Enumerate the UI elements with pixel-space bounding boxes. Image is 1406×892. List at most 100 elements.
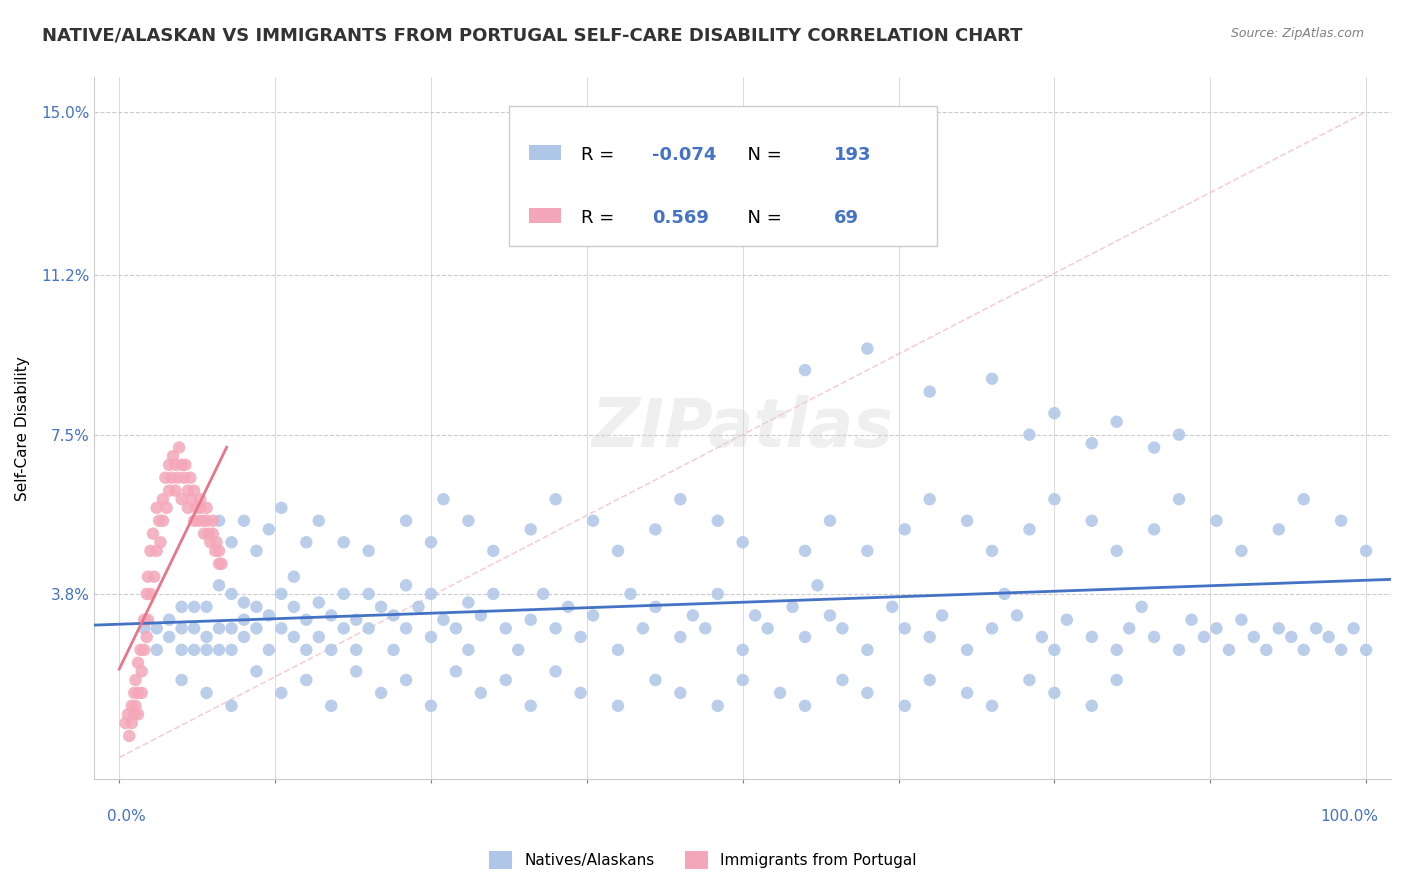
- Point: [295, 613, 318, 627]
- Point: [245, 599, 267, 614]
- Point: [731, 535, 754, 549]
- Point: [669, 492, 692, 507]
- Point: [165, 458, 187, 472]
- Point: [200, 535, 222, 549]
- Text: R =: R =: [581, 209, 620, 227]
- Text: Source: ZipAtlas.com: Source: ZipAtlas.com: [1230, 27, 1364, 40]
- Point: [195, 686, 218, 700]
- Point: [457, 595, 479, 609]
- Point: [121, 716, 143, 731]
- Point: [124, 698, 146, 713]
- Point: [257, 522, 280, 536]
- Point: [619, 587, 641, 601]
- Point: [856, 544, 879, 558]
- Point: [208, 578, 231, 592]
- Point: [370, 686, 392, 700]
- Point: [162, 449, 184, 463]
- Point: [332, 587, 354, 601]
- Point: [121, 698, 143, 713]
- Point: [794, 630, 817, 644]
- Point: [420, 630, 443, 644]
- Point: [444, 621, 467, 635]
- Point: [794, 544, 817, 558]
- Point: [918, 673, 941, 687]
- Point: [1105, 643, 1128, 657]
- Point: [856, 686, 879, 700]
- Point: [295, 673, 318, 687]
- Point: [142, 526, 165, 541]
- Point: [769, 686, 792, 700]
- Point: [420, 698, 443, 713]
- Point: [321, 643, 343, 657]
- Point: [1018, 522, 1040, 536]
- Point: [270, 587, 292, 601]
- Point: [1105, 673, 1128, 687]
- Point: [221, 621, 243, 635]
- Point: [1031, 630, 1053, 644]
- Point: [177, 500, 200, 515]
- Point: [117, 707, 139, 722]
- Point: [233, 613, 256, 627]
- Point: [956, 643, 979, 657]
- Point: [569, 686, 592, 700]
- Point: [149, 535, 172, 549]
- Point: [420, 587, 443, 601]
- Point: [173, 471, 195, 485]
- Point: [782, 599, 804, 614]
- Point: [180, 492, 202, 507]
- Text: N =: N =: [737, 145, 787, 163]
- Point: [918, 630, 941, 644]
- Point: [136, 570, 159, 584]
- Point: [157, 613, 180, 627]
- Text: ZIPatlas: ZIPatlas: [592, 395, 894, 461]
- Point: [233, 514, 256, 528]
- Point: [1081, 514, 1104, 528]
- Point: [432, 492, 454, 507]
- Point: [183, 483, 205, 498]
- Point: [145, 643, 167, 657]
- Point: [806, 578, 828, 592]
- Point: [195, 599, 218, 614]
- Point: [1180, 613, 1202, 627]
- Point: [382, 643, 405, 657]
- Point: [295, 535, 318, 549]
- Point: [357, 621, 380, 635]
- Point: [245, 621, 267, 635]
- Point: [165, 483, 187, 498]
- Point: [195, 643, 218, 657]
- Point: [631, 621, 654, 635]
- Point: [993, 587, 1015, 601]
- Text: R =: R =: [581, 145, 620, 163]
- Point: [1081, 630, 1104, 644]
- Point: [644, 673, 666, 687]
- Point: [1268, 522, 1291, 536]
- Point: [186, 500, 208, 515]
- Point: [1043, 406, 1066, 420]
- Point: [124, 673, 146, 687]
- Point: [931, 608, 953, 623]
- Point: [981, 372, 1004, 386]
- Point: [201, 514, 224, 528]
- Point: [382, 608, 405, 623]
- Y-axis label: Self-Care Disability: Self-Care Disability: [15, 356, 30, 500]
- Point: [856, 342, 879, 356]
- Point: [395, 621, 418, 635]
- Point: [1056, 613, 1078, 627]
- Point: [1130, 599, 1153, 614]
- Point: [1268, 621, 1291, 635]
- Point: [1205, 621, 1227, 635]
- Point: [395, 673, 418, 687]
- Point: [1355, 544, 1378, 558]
- Point: [170, 643, 193, 657]
- Point: [127, 656, 149, 670]
- Point: [1230, 613, 1253, 627]
- Point: [457, 514, 479, 528]
- Point: [1043, 492, 1066, 507]
- Point: [569, 630, 592, 644]
- Point: [257, 608, 280, 623]
- Point: [669, 686, 692, 700]
- Point: [457, 643, 479, 657]
- Point: [1143, 630, 1166, 644]
- Point: [344, 643, 367, 657]
- Point: [187, 514, 209, 528]
